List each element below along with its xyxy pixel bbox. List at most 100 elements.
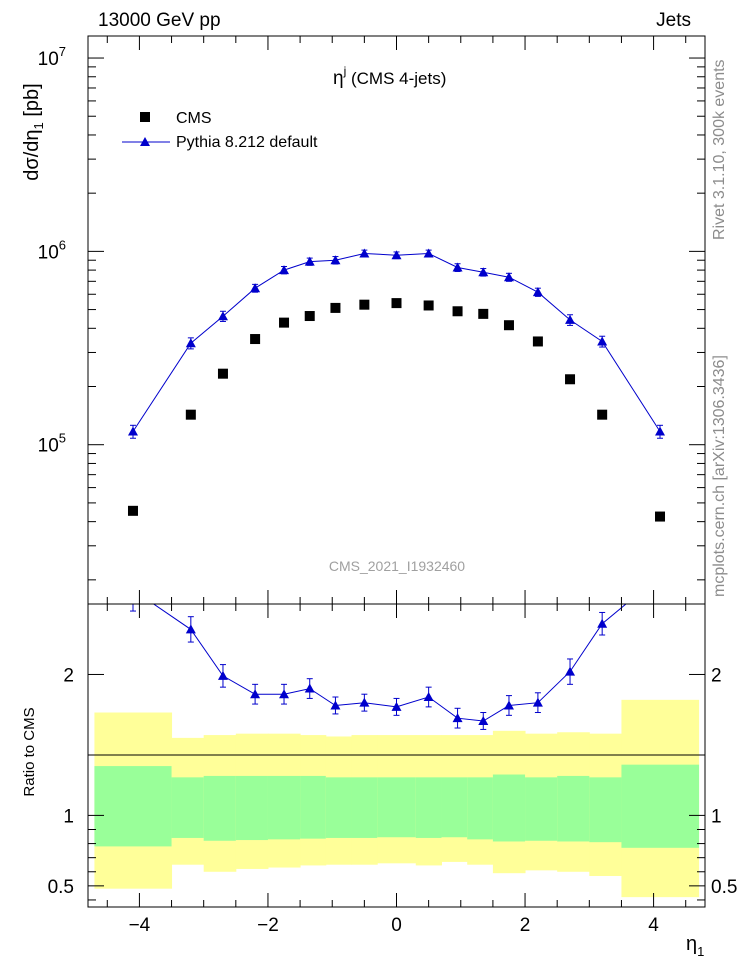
uncertainty-band-inner: [589, 777, 622, 843]
main-y-axis-label-sub: 1: [31, 122, 46, 129]
ratio-y-tick-label: 1: [63, 806, 74, 827]
header-energy-label: 13000 GeV pp: [98, 10, 221, 31]
main-plot-panel: ηj (CMS 4-jets) CMS_2021_I1932460 dσ/dη1…: [21, 35, 706, 605]
legend-label-pythia: Pythia 8.212 default: [176, 134, 318, 151]
ratio-pythia-point: [250, 689, 261, 699]
pythia-point: [185, 338, 196, 348]
pythia-point: [452, 262, 463, 272]
tick-exponent: 5: [59, 431, 66, 446]
ratio-pythia-point: [565, 666, 576, 676]
x-tick-label: 0: [391, 915, 402, 936]
cms-point: [565, 374, 576, 385]
x-axis-label-main: η: [686, 933, 697, 955]
cms-point: [478, 308, 489, 319]
ratio-pythia-point: [423, 692, 434, 702]
analysis-watermark: CMS_2021_I1932460: [329, 558, 465, 574]
pythia-point: [597, 336, 608, 346]
plot-title: ηj (CMS 4-jets): [333, 64, 446, 89]
ratio-y-tick-label: 0.5: [48, 877, 74, 898]
ratio-pythia-point: [597, 618, 608, 628]
legend: CMS Pythia 8.212 default: [122, 110, 318, 151]
pythia-point: [391, 250, 402, 260]
ratio-pythia-point: [217, 670, 228, 680]
pythia-point: [655, 426, 666, 436]
legend-marker-pythia: [140, 137, 150, 146]
tick-base: 10: [38, 49, 59, 70]
ratio-y-tick-label-right: 1: [711, 806, 722, 827]
ratio-y-tick-label-right: 0.5: [711, 877, 737, 898]
ratio-y-tick-label: 2: [63, 665, 74, 686]
pythia-point: [127, 426, 138, 436]
pythia-point: [503, 272, 514, 282]
ratio-pythia-point: [503, 700, 514, 710]
ratio-pythia-point: [452, 713, 463, 723]
pythia-line: [132, 252, 661, 432]
cms-point: [597, 409, 608, 420]
uncertainty-band-inner: [525, 777, 558, 841]
uncertainty-band-inner: [235, 775, 269, 841]
tick-base: 10: [38, 242, 59, 263]
uncertainty-band-inner: [94, 766, 173, 847]
main-y-axis-label: dσ/dη1 [pb]: [21, 83, 46, 180]
cms-point: [250, 334, 261, 345]
uncertainty-band-inner: [415, 777, 442, 838]
pythia-point: [279, 265, 290, 275]
ratio-pythia-point: [391, 701, 402, 711]
x-tick-label: −2: [257, 915, 279, 936]
cms-point: [503, 320, 514, 331]
uncertainty-band-inner: [325, 777, 353, 838]
pythia-point: [565, 314, 576, 324]
ratio-plot-panel: 0.5 0.51 12 2−4 −2 0 2 4 Ratio to CMS η1: [21, 571, 737, 959]
ratio-pythia-point: [330, 700, 341, 710]
cms-point: [655, 511, 666, 522]
plot-title-symbol: η: [333, 68, 344, 89]
tick-exponent: 6: [59, 237, 66, 252]
pythia-point: [250, 283, 261, 293]
ratio-pythia-point: [304, 683, 315, 693]
ratio-plot-frame: [87, 603, 706, 908]
pythia-point: [330, 255, 341, 265]
plot-title-text: (CMS 4-jets): [346, 69, 446, 88]
cms-point: [330, 302, 341, 313]
pythia-point: [217, 311, 228, 321]
pythia-point: [423, 248, 434, 258]
tick-exponent: 7: [59, 44, 66, 59]
pythia-point: [304, 256, 315, 266]
plot-title-superscript: j: [343, 64, 347, 78]
rivet-version-label: Rivet 3.1.10, 300k events: [711, 59, 728, 240]
cms-point: [127, 505, 138, 516]
cms-point: [304, 311, 315, 322]
ratio-pythia-point: [478, 715, 489, 725]
main-y-tick-label: 106: [38, 237, 66, 263]
ratio-pythia-point: [532, 697, 543, 707]
mcplots-reference-label: mcplots.cern.ch [arXiv:1306.3436]: [711, 355, 728, 597]
legend-marker-cms: [140, 112, 150, 122]
ratio-x-axis-label: η1: [686, 933, 704, 959]
x-tick-label: 4: [648, 915, 659, 936]
uncertainty-band-inner: [467, 777, 494, 840]
cms-point: [279, 317, 290, 328]
x-axis-label-sub: 1: [697, 944, 704, 959]
uncertainty-band-inner: [441, 777, 468, 838]
cms-point: [532, 336, 543, 347]
ratio-pythia-point: [655, 571, 665, 580]
main-y-axis-label-main: dσ/dη: [21, 129, 43, 180]
uncertainty-band-inner: [351, 777, 378, 838]
cms-point: [185, 409, 196, 420]
legend-label-cms: CMS: [176, 110, 212, 127]
cms-point: [391, 298, 402, 309]
pythia-point: [359, 248, 370, 258]
uncertainty-band-inner: [171, 777, 205, 838]
uncertainty-band-inner: [267, 775, 301, 840]
uncertainty-band-inner: [492, 774, 526, 842]
ratio-pythia-point: [185, 624, 196, 634]
uncertainty-band-inner: [203, 775, 237, 841]
ratio-y-axis-label: Ratio to CMS: [21, 707, 38, 796]
pythia-point: [478, 267, 489, 277]
ratio-y-tick-label-right: 2: [711, 665, 722, 686]
pythia-point: [532, 287, 543, 297]
main-y-tick-label: 105: [38, 431, 66, 457]
uncertainty-band-inner: [300, 775, 327, 839]
tick-base: 10: [38, 436, 59, 457]
